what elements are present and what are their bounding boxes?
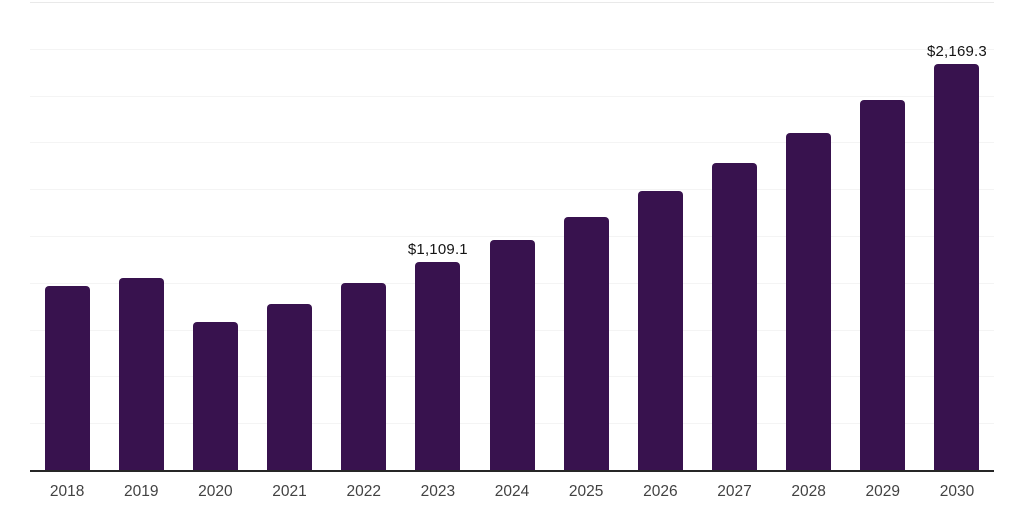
bar-column-2030: $2,169.3 bbox=[920, 2, 994, 470]
x-axis-labels: 2018 2019 2020 2021 2022 2023 2024 2025 2026 2027… bbox=[30, 483, 994, 501]
x-tick-2023: 2023 bbox=[420, 483, 456, 500]
bar-2024 bbox=[489, 239, 535, 470]
bar-2023: $1,109.1 bbox=[408, 241, 468, 470]
x-tick-2027: 2027 bbox=[717, 483, 752, 500]
bar-column-2028 bbox=[772, 2, 846, 470]
bar-2026 bbox=[637, 191, 683, 470]
x-tick-2025: 2025 bbox=[568, 483, 604, 500]
bar-column-2026 bbox=[623, 2, 697, 470]
gridline-2250 bbox=[30, 48, 994, 50]
x-tick-2020: 2020 bbox=[198, 483, 233, 500]
gridline-2000 bbox=[30, 95, 994, 97]
bar-column-2023: $1,109.1 bbox=[401, 2, 475, 470]
bar-2022 bbox=[341, 283, 387, 470]
bar-column-2029 bbox=[846, 2, 920, 470]
bar-column-2018 bbox=[30, 2, 104, 470]
bar-column-2022 bbox=[327, 2, 401, 470]
gridline-1500 bbox=[30, 189, 994, 191]
bar-2019 bbox=[118, 277, 164, 470]
x-tick-2018: 2018 bbox=[49, 483, 85, 500]
data-label-2023: $1,109.1 bbox=[407, 241, 468, 259]
x-tick-2021: 2021 bbox=[272, 483, 307, 500]
plot-area: $1,109.1 $2,169.3 bbox=[30, 2, 994, 472]
bar-column-2027 bbox=[697, 2, 771, 470]
gridline-1250 bbox=[30, 236, 994, 237]
x-tick-2019: 2019 bbox=[123, 483, 159, 500]
gridline-2500 bbox=[30, 2, 994, 3]
x-tick-2030: 2030 bbox=[939, 483, 975, 500]
x-tick-2022: 2022 bbox=[346, 483, 381, 500]
data-label-2030: $2,169.3 bbox=[926, 42, 987, 60]
bars-container: $1,109.1 $2,169.3 bbox=[30, 2, 994, 470]
bar-2030: $2,169.3 bbox=[927, 43, 987, 470]
bar-2029 bbox=[860, 99, 906, 470]
bar-column-2021 bbox=[252, 2, 326, 470]
x-tick-2026: 2026 bbox=[643, 483, 678, 500]
x-tick-2028: 2028 bbox=[791, 483, 826, 500]
bar-2027 bbox=[711, 163, 757, 470]
bar-column-2025 bbox=[549, 2, 623, 470]
x-tick-2024: 2024 bbox=[494, 483, 530, 500]
bar-2021 bbox=[267, 303, 313, 470]
bar-column-2020 bbox=[178, 2, 252, 470]
bar-2025 bbox=[563, 216, 609, 470]
bar-2028 bbox=[786, 133, 832, 470]
bar-column-2019 bbox=[104, 2, 178, 470]
bar-2018 bbox=[44, 285, 90, 470]
bar-2020 bbox=[192, 321, 238, 470]
gridline-1750 bbox=[30, 142, 994, 144]
x-tick-2029: 2029 bbox=[865, 483, 901, 500]
bar-column-2024 bbox=[475, 2, 549, 470]
